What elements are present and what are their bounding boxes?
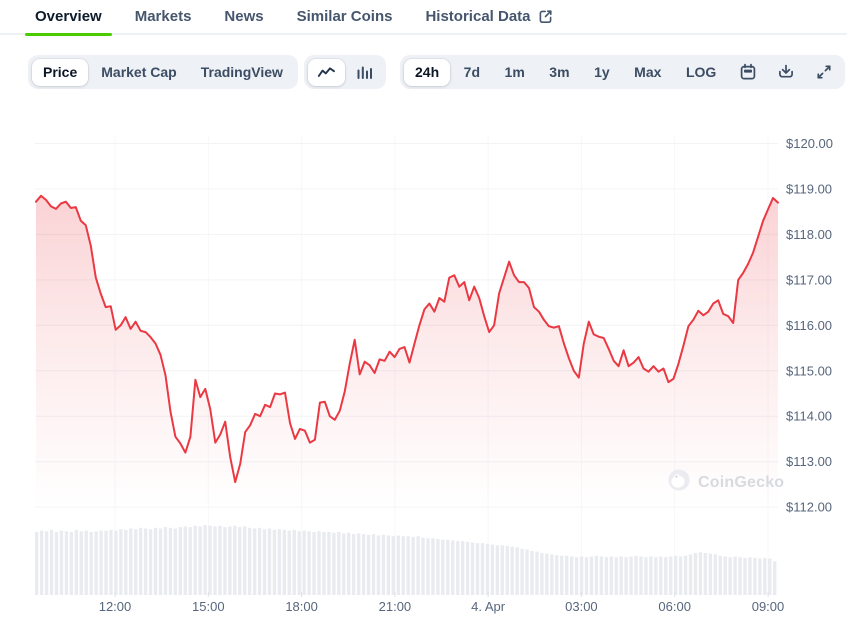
- time-range-group: 24h 7d 1m 3m 1y Max LOG: [400, 55, 845, 89]
- svg-text:21:00: 21:00: [379, 599, 412, 614]
- tab-historical-data[interactable]: Historical Data: [415, 0, 562, 34]
- tab-overview[interactable]: Overview: [25, 0, 112, 36]
- svg-text:4. Apr: 4. Apr: [471, 599, 506, 614]
- price-area-fill: [36, 195, 778, 508]
- tab-historical-data-label: Historical Data: [425, 8, 531, 25]
- range-7d-button[interactable]: 7d: [453, 59, 491, 86]
- svg-text:18:00: 18:00: [285, 599, 318, 614]
- volume-bars: [35, 525, 777, 595]
- svg-text:$120.00: $120.00: [786, 136, 833, 151]
- svg-text:$114.00: $114.00: [786, 409, 832, 424]
- svg-text:06:00: 06:00: [658, 599, 691, 614]
- tradingview-button[interactable]: TradingView: [190, 59, 294, 86]
- tab-overview-label: Overview: [35, 8, 102, 25]
- bar-chart-icon: [356, 65, 373, 80]
- chart-type-toggle-group: [304, 55, 386, 89]
- download-button[interactable]: [768, 59, 804, 86]
- fullscreen-button[interactable]: [807, 59, 841, 86]
- date-picker-button[interactable]: [730, 59, 766, 86]
- price-button[interactable]: Price: [32, 58, 89, 86]
- range-3m-button[interactable]: 3m: [538, 59, 580, 86]
- svg-text:$119.00: $119.00: [786, 181, 832, 196]
- svg-text:$118.00: $118.00: [786, 227, 832, 242]
- line-chart-type-button[interactable]: [308, 58, 345, 86]
- bar-chart-type-button[interactable]: [347, 59, 382, 86]
- coingecko-gecko-icon: [667, 468, 691, 497]
- tab-similar-coins[interactable]: Similar Coins: [287, 0, 403, 34]
- range-24h-button[interactable]: 24h: [404, 58, 451, 86]
- watermark-label: CoinGecko: [698, 473, 785, 491]
- tab-news[interactable]: News: [214, 0, 273, 34]
- tab-markets-label: Markets: [134, 8, 192, 25]
- coingecko-watermark: CoinGecko: [667, 468, 784, 497]
- svg-text:12:00: 12:00: [99, 599, 132, 614]
- line-chart-icon: [317, 65, 336, 79]
- section-tabs: Overview Markets News Similar Coins Hist…: [0, 0, 847, 36]
- tab-news-label: News: [224, 8, 264, 25]
- svg-text:$112.00: $112.00: [786, 500, 832, 515]
- svg-text:$115.00: $115.00: [786, 363, 832, 378]
- svg-text:$116.00: $116.00: [786, 318, 832, 333]
- tab-markets[interactable]: Markets: [125, 0, 202, 34]
- calendar-icon: [739, 63, 757, 81]
- download-icon: [777, 63, 795, 81]
- market-cap-button[interactable]: Market Cap: [90, 59, 187, 86]
- svg-text:$113.00: $113.00: [786, 454, 832, 469]
- external-link-icon: [538, 9, 553, 24]
- y-axis-labels: $120.00 $119.00 $118.00 $117.00 $116.00 $115.…: [786, 136, 833, 515]
- range-max-button[interactable]: Max: [623, 59, 672, 86]
- fullscreen-icon: [816, 64, 832, 80]
- range-1m-button[interactable]: 1m: [494, 59, 536, 86]
- svg-text:$117.00: $117.00: [786, 272, 832, 287]
- x-axis-labels: 12:00 15:00 18:00 21:00 4. Apr 03:00 06:00 09:0…: [99, 592, 785, 614]
- range-1y-button[interactable]: 1y: [583, 59, 621, 86]
- log-scale-button[interactable]: LOG: [675, 59, 727, 86]
- svg-text:15:00: 15:00: [192, 599, 225, 614]
- svg-text:03:00: 03:00: [565, 599, 598, 614]
- svg-text:09:00: 09:00: [752, 599, 785, 614]
- price-line: [35, 194, 779, 484]
- metric-toggle-group: Price Market Cap TradingView: [28, 55, 298, 89]
- tab-similar-coins-label: Similar Coins: [296, 8, 393, 25]
- active-tab-underline: [25, 33, 112, 36]
